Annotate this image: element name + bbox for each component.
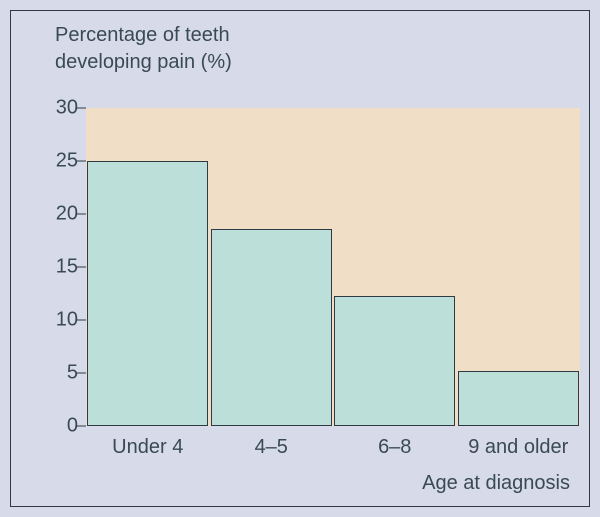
y-tick-mark [76, 108, 86, 109]
x-axis-label: Age at diagnosis [422, 472, 570, 495]
x-tick-label: 9 and older [468, 436, 568, 459]
y-tick-label: 15 [56, 256, 78, 279]
bar [334, 296, 455, 426]
y-tick-mark [76, 161, 86, 162]
bar [211, 229, 332, 426]
plot-area [86, 108, 580, 426]
y-tick-label: 10 [56, 309, 78, 332]
y-tick-label: 30 [56, 97, 78, 120]
y-tick-label: 20 [56, 203, 78, 226]
x-tick-label: 4–5 [255, 436, 288, 459]
y-tick-mark [76, 320, 86, 321]
bar [458, 371, 579, 426]
y-tick-label: 25 [56, 150, 78, 173]
x-tick-label: Under 4 [112, 436, 183, 459]
y-tick-mark [76, 214, 86, 215]
y-axis-label: Percentage of teeth developing pain (%) [55, 22, 232, 76]
y-tick-mark [76, 373, 86, 374]
y-tick-mark [76, 426, 86, 427]
y-tick-mark [76, 267, 86, 268]
x-tick-label: 6–8 [378, 436, 411, 459]
bar [87, 161, 208, 426]
